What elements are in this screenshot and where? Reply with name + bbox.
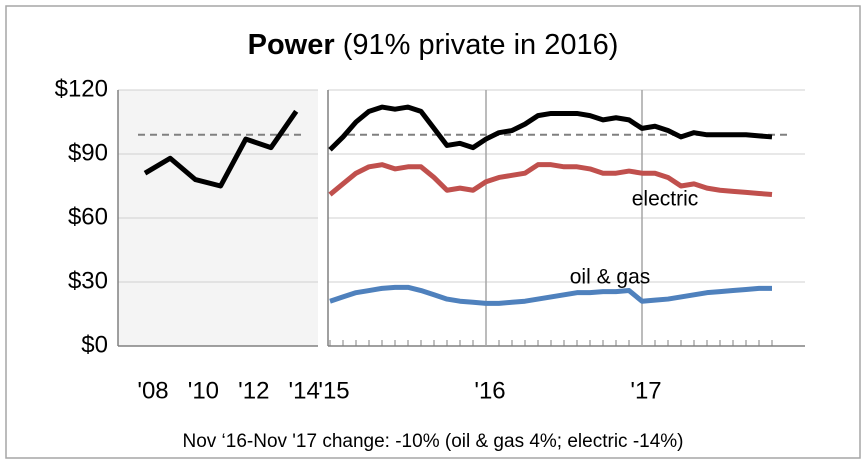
y-tick-label: $60 bbox=[68, 203, 108, 230]
note: Nov ‘16-Nov '17 change: -10% (oil & gas … bbox=[182, 431, 683, 452]
annotation: electric bbox=[632, 188, 699, 211]
x-tick-label: '10 bbox=[188, 377, 219, 404]
series-line bbox=[328, 162, 773, 198]
series-line bbox=[329, 284, 772, 306]
y-tick-label: $30 bbox=[68, 267, 108, 294]
title: Power bbox=[248, 29, 335, 61]
annotation: oil & gas bbox=[570, 266, 651, 289]
subtitle: (91% private in 2016) bbox=[343, 29, 619, 61]
y-tick-label: $120 bbox=[55, 75, 108, 102]
chart-title: Power (91% private in 2016) bbox=[248, 29, 619, 61]
y-tick-label: $90 bbox=[68, 139, 108, 166]
x-tick-label: '17 bbox=[630, 377, 661, 404]
x-tick-label: '08 bbox=[137, 377, 168, 404]
x-tick-label: '15 bbox=[318, 377, 349, 404]
y-tick-label: $0 bbox=[81, 331, 108, 358]
x-tick-label: '16 bbox=[474, 377, 505, 404]
x-tick-label: '12 bbox=[238, 377, 269, 404]
series-line bbox=[143, 109, 299, 189]
series-line bbox=[328, 104, 773, 152]
x-tick-label: '14 bbox=[289, 377, 320, 404]
